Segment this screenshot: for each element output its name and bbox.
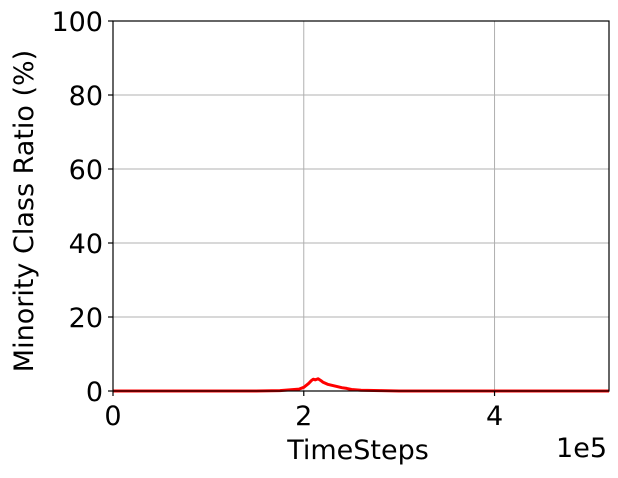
plot-frame [112, 20, 610, 392]
x-tick-label: 0 [104, 401, 121, 432]
y-tick-label: 0 [86, 377, 103, 408]
grid [112, 20, 609, 392]
x-tick-label: 2 [295, 401, 312, 432]
x-offset-label: 1e5 [556, 433, 607, 464]
x-tick-label: 4 [486, 401, 503, 432]
y-tick-label: 40 [69, 229, 103, 260]
y-tick-label: 60 [69, 155, 103, 186]
y-tick-label: 80 [69, 81, 103, 112]
y-tick-label: 20 [69, 303, 103, 334]
y-tick-label: 100 [51, 7, 103, 38]
series-layer [113, 377, 609, 393]
series-line [113, 377, 609, 393]
y-axis-label: Minority Class Ratio (%) [9, 50, 40, 372]
x-axis-label: TimeSteps [286, 435, 429, 466]
